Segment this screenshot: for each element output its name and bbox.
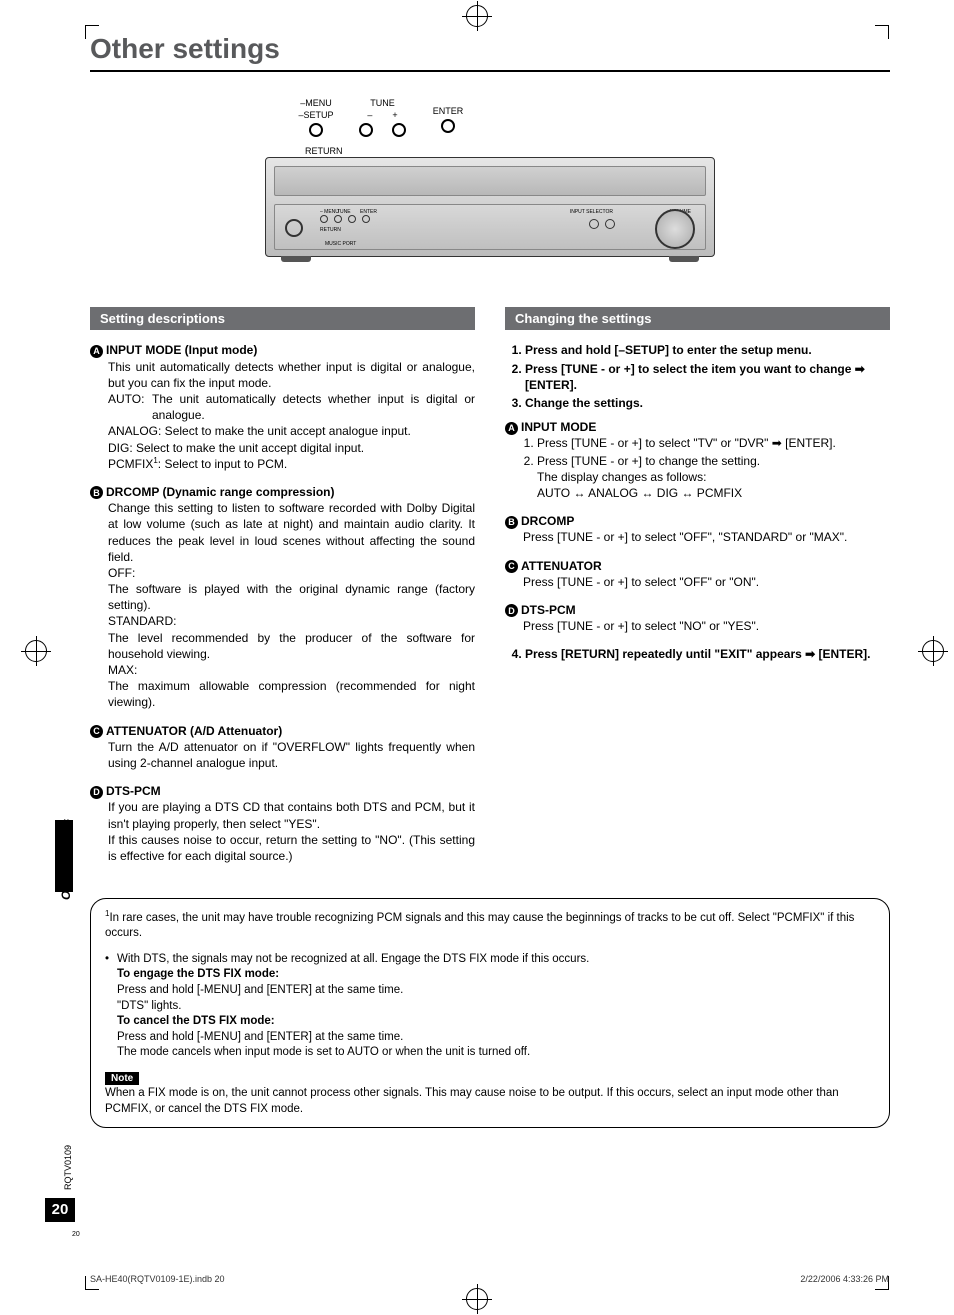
note-label: Note	[105, 1072, 139, 1085]
steps-list: Press and hold [–SETUP] to enter the set…	[505, 342, 890, 411]
side-doc-code: RQTV0109	[62, 1145, 74, 1190]
side-section-label: Other settings	[58, 819, 74, 900]
callout-menu: –MENU	[295, 97, 337, 109]
page-number: 20	[45, 1198, 75, 1222]
device-illustration: –MENU –SETUP TUNE – + ENTER RETURN	[265, 97, 715, 257]
callout-plus: +	[392, 109, 397, 121]
footer-filename: SA-HE40(RQTV0109-1E).indb 20	[90, 1273, 225, 1285]
badge-b: B	[90, 486, 103, 499]
steps-list-2: Press [RETURN] repeatedly until "EXIT" a…	[505, 646, 890, 662]
head-input-mode: INPUT MODE (Input mode)	[106, 343, 257, 357]
page-title: Other settings	[90, 30, 890, 72]
power-button-icon	[285, 219, 303, 237]
callout-enter: ENTER	[428, 105, 468, 117]
text: This unit automatically detects whether …	[108, 359, 475, 391]
right-column: Changing the settings Press and hold [–S…	[505, 307, 890, 876]
callout-tune: TUNE	[355, 97, 410, 109]
page-content: Other settings –MENU –SETUP TUNE – + ENT…	[90, 30, 890, 1128]
registration-mark	[25, 640, 47, 662]
left-column: Setting descriptions AINPUT MODE (Input …	[90, 307, 475, 876]
registration-mark	[922, 640, 944, 662]
callout-setup: –SETUP	[295, 109, 337, 121]
badge-d: D	[90, 786, 103, 799]
section-bar-descriptions: Setting descriptions	[90, 307, 475, 331]
page-number-small: 20	[72, 1230, 80, 1239]
badge-c: C	[90, 725, 103, 738]
registration-mark	[466, 5, 488, 27]
head-attenuator: ATTENUATOR (A/D Attenuator)	[106, 724, 282, 738]
text: DIG: Select to make the unit accept digi…	[108, 440, 475, 456]
section-bar-changing: Changing the settings	[505, 307, 890, 331]
footer-timestamp: 2/22/2006 4:33:26 PM	[800, 1273, 889, 1285]
volume-knob-icon	[655, 209, 695, 249]
head-dts-pcm: DTS-PCM	[106, 784, 161, 798]
registration-mark	[466, 1288, 488, 1310]
footnote-box: 1In rare cases, the unit may have troubl…	[90, 898, 890, 1128]
text: ANALOG: Select to make the unit accept a…	[108, 423, 475, 439]
page-footer: SA-HE40(RQTV0109-1E).indb 20 2/22/2006 4…	[90, 1273, 889, 1285]
head-drcomp: DRCOMP (Dynamic range compression)	[106, 485, 335, 499]
callout-minus: –	[367, 109, 372, 121]
badge-a: A	[90, 345, 103, 358]
receiver-body: – MENU TUNE ENTER RETURN MUSIC PORT INPU…	[265, 157, 715, 257]
